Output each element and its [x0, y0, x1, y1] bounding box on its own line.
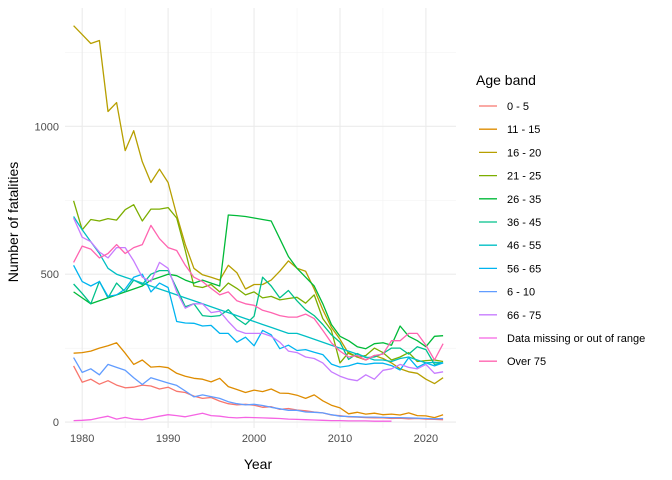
legend-label: 6 - 10: [507, 287, 535, 299]
y-tick-label: 0: [53, 417, 59, 429]
legend-label: 36 - 45: [507, 217, 541, 229]
x-axis-title: Year: [244, 456, 273, 472]
y-tick-label: 1000: [35, 121, 59, 133]
legend-label: 21 - 25: [507, 171, 541, 183]
y-tick-label: 500: [41, 269, 59, 281]
x-tick-label: 1990: [156, 433, 180, 445]
legend-item: 66 - 75: [479, 310, 541, 322]
legend-item: 11 - 15: [479, 124, 540, 136]
legend-label: 11 - 15: [507, 124, 540, 136]
x-tick-label: 2000: [242, 433, 266, 445]
series-line-16-20: [73, 25, 444, 385]
legend-label: Over 75: [507, 356, 546, 368]
legend-item: 16 - 20: [479, 147, 541, 159]
series-line-data-missing-or-out-of-range: [73, 412, 392, 422]
legend-item: 21 - 25: [479, 171, 541, 183]
legend-item: Over 75: [479, 356, 546, 368]
y-axis-title: Number of fatalities: [5, 162, 21, 283]
series-line-46-55: [73, 216, 444, 364]
x-tick-label: 1980: [70, 433, 94, 445]
legend-item: 0 - 5: [479, 101, 529, 113]
series-line-56-65: [73, 264, 444, 371]
series-line-over-75: [73, 224, 444, 361]
series-line-26-35: [73, 214, 444, 350]
legend-item: 26 - 35: [479, 194, 541, 206]
legend: Age band 0 - 5 11 - 15 16 - 20 21 - 25 26 - …: [476, 72, 645, 368]
x-tick-label: 2020: [414, 433, 438, 445]
legend-item: 6 - 10: [479, 287, 535, 299]
series-line-11-15: [73, 342, 444, 419]
y-axis-ticks: 0 500 1000: [35, 121, 59, 429]
legend-label: 56 - 65: [507, 263, 541, 275]
series-lines: [72, 25, 444, 422]
legend-label: 16 - 20: [507, 147, 541, 159]
legend-label: 26 - 35: [507, 194, 541, 206]
series-line-6-10: [73, 357, 444, 420]
legend-label: 66 - 75: [507, 310, 541, 322]
legend-item: Data missing or out of range: [479, 333, 645, 345]
legend-item: 36 - 45: [479, 217, 541, 229]
legend-label: 46 - 55: [507, 240, 541, 252]
legend-label: 0 - 5: [507, 101, 529, 113]
legend-label: Data missing or out of range: [507, 333, 645, 345]
legend-title: Age band: [476, 72, 536, 88]
x-tick-label: 2010: [328, 433, 352, 445]
grid: [65, 8, 456, 428]
legend-item: 56 - 65: [479, 263, 541, 275]
series-line-66-75: [73, 217, 444, 382]
legend-item: 46 - 55: [479, 240, 541, 252]
x-axis-ticks: 1980 1990 2000 2010 2020: [70, 433, 438, 445]
